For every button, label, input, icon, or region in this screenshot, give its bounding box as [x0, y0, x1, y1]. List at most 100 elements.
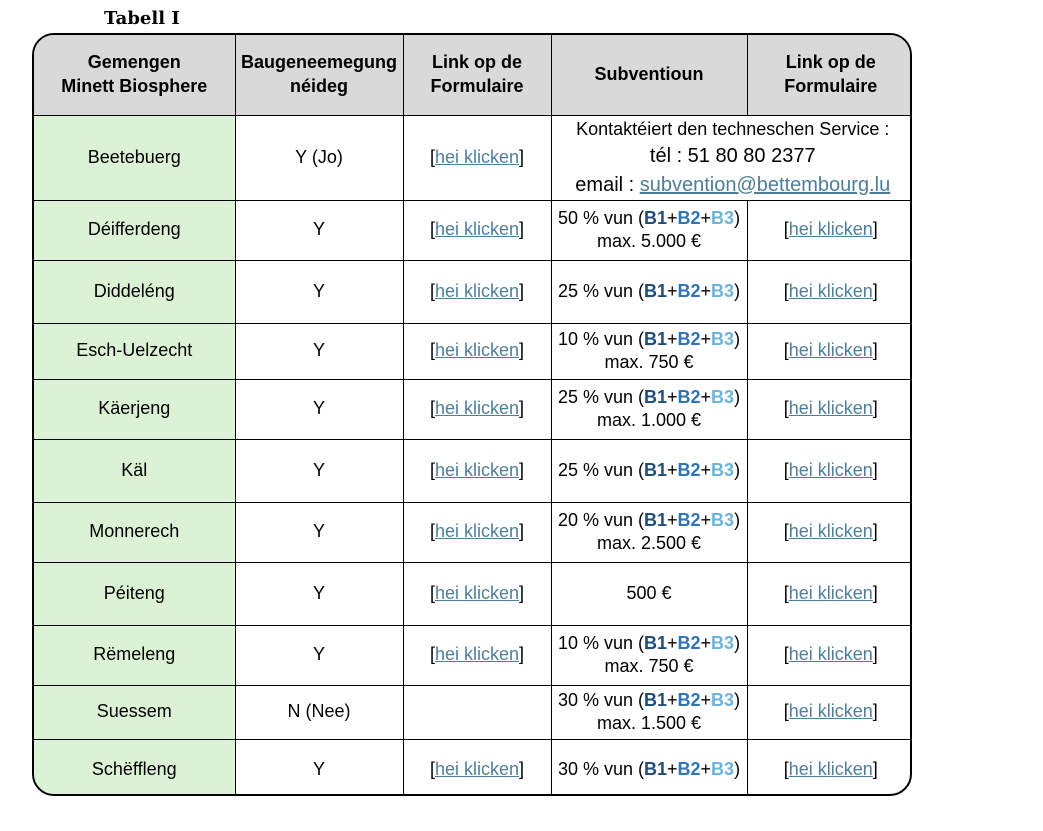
- form-link[interactable]: hei klicken: [434, 582, 520, 603]
- formula-b3: B3: [711, 632, 735, 653]
- formula-b2: B2: [677, 459, 701, 480]
- permit-required: Y (Jo): [234, 114, 404, 201]
- form-link[interactable]: hei klicken: [788, 340, 873, 361]
- subsidy-amount: 10 % vun (B1+B2+B3) max. 750 €: [550, 624, 748, 686]
- form-link[interactable]: hei klicken: [788, 398, 873, 419]
- subsidy-amount: 25 % vun (B1+B2+B3): [550, 259, 748, 324]
- formula-b3: B3: [711, 459, 735, 480]
- contact-email-link[interactable]: subvention@bettembourg.lu: [639, 173, 891, 196]
- subsidy-percent: 30 % vun (: [557, 759, 644, 780]
- subsidy-formula: 25 % vun (B1+B2+B3): [557, 459, 741, 480]
- formula-b1: B1: [643, 386, 667, 407]
- permit-required: Y: [234, 501, 404, 563]
- commune-name: Beetebuerg: [34, 114, 236, 201]
- form-link-cell-2: [hei klicken]: [746, 378, 910, 440]
- form-link[interactable]: hei klicken: [434, 644, 520, 665]
- subsidy-formula: 10 % vun (B1+B2+B3): [557, 632, 741, 653]
- subsidy-formula: 25 % vun (B1+B2+B3): [557, 280, 741, 301]
- table-row: Käerjeng Y [hei klicken] 25 % vun (B1+B2+B3…: [34, 378, 910, 440]
- subsidy-max: max. 5.000 €: [596, 231, 702, 252]
- form-link-cell-1: [hei klicken]: [402, 438, 552, 503]
- table-row: Rëmeleng Y [hei klicken] 10 % vun (B1+B2+B3…: [34, 624, 910, 686]
- subsidy-formula: 50 % vun (B1+B2+B3): [557, 207, 741, 228]
- subsidy-max: max. 1.000 €: [596, 410, 702, 431]
- form-link[interactable]: hei klicken: [434, 280, 520, 301]
- permit-required: N (Nee): [234, 684, 404, 740]
- form-link[interactable]: hei klicken: [788, 521, 873, 542]
- subsidy-max: max. 2.500 €: [596, 533, 702, 554]
- form-link[interactable]: hei klicken: [434, 459, 520, 480]
- formula-b2: B2: [677, 509, 701, 530]
- commune-name: Péiteng: [34, 561, 236, 626]
- subsidy-percent: 25 % vun (: [557, 459, 644, 480]
- formula-b2: B2: [677, 386, 701, 407]
- permit-required: Y: [234, 378, 404, 440]
- form-link-cell-2: [hei klicken]: [746, 624, 910, 686]
- form-link[interactable]: hei klicken: [434, 521, 520, 542]
- form-link-cell-1: [hei klicken]: [402, 199, 552, 261]
- form-link-cell-2: [hei klicken]: [746, 738, 910, 794]
- permit-required: Y: [234, 624, 404, 686]
- form-link[interactable]: hei klicken: [788, 701, 873, 722]
- form-link[interactable]: hei klicken: [788, 280, 873, 301]
- formula-plus: +: [700, 689, 712, 710]
- formula-plus: +: [700, 459, 712, 480]
- header-link-form-1: Link op de Formulaire: [402, 35, 552, 116]
- subsidy-formula: 25 % vun (B1+B2+B3): [557, 386, 741, 407]
- formula-b2: B2: [677, 280, 701, 301]
- form-link-cell-2: [hei klicken]: [746, 322, 910, 380]
- formula-plus: +: [667, 632, 678, 653]
- subsidy-formula: 30 % vun (B1+B2+B3): [557, 689, 741, 710]
- form-link-cell-1: [hei klicken]: [402, 259, 552, 324]
- form-link-cell-1: [hei klicken]: [402, 378, 552, 440]
- formula-b2: B2: [677, 632, 701, 653]
- form-link[interactable]: hei klicken: [788, 644, 873, 665]
- form-link[interactable]: hei klicken: [788, 582, 873, 603]
- formula-b3: B3: [711, 386, 735, 407]
- commune-name: Esch-Uelzecht: [34, 322, 236, 380]
- contact-email-label: email :: [575, 173, 640, 196]
- form-link[interactable]: hei klicken: [434, 398, 520, 419]
- form-link[interactable]: hei klicken: [434, 759, 520, 780]
- formula-b3: B3: [711, 759, 735, 780]
- commune-name: Schëffleng: [34, 738, 236, 794]
- form-link[interactable]: hei klicken: [434, 146, 520, 167]
- form-link-cell-1: [hei klicken]: [402, 738, 552, 794]
- form-link[interactable]: hei klicken: [788, 759, 873, 780]
- form-link[interactable]: hei klicken: [788, 219, 873, 240]
- permit-required: Y: [234, 438, 404, 503]
- form-link-cell-1: [hei klicken]: [402, 322, 552, 380]
- formula-b1: B1: [643, 459, 667, 480]
- formula-plus: +: [667, 207, 678, 228]
- formula-plus: +: [667, 459, 678, 480]
- subsidy-percent: 30 % vun (: [557, 689, 644, 710]
- header-commune: Gemengen Minett Biosphere: [34, 35, 236, 116]
- form-link[interactable]: hei klicken: [434, 340, 520, 361]
- form-link-cell-1: [hei klicken]: [402, 624, 552, 686]
- contact-line: Kontaktéiert den techneschen Service :: [576, 118, 890, 139]
- table-row: Beetebuerg Y (Jo) [hei klicken] Kontaktéier…: [34, 114, 910, 201]
- form-link-cell-2: [hei klicken]: [746, 438, 910, 503]
- form-link[interactable]: hei klicken: [434, 219, 520, 240]
- form-link-cell-1: [hei klicken]: [402, 561, 552, 626]
- formula-plus: +: [667, 328, 678, 349]
- form-link-cell-2: [hei klicken]: [746, 259, 910, 324]
- permit-required: Y: [234, 322, 404, 380]
- formula-b1: B1: [643, 632, 667, 653]
- formula-b2: B2: [677, 328, 701, 349]
- table-caption: Tabell I: [104, 8, 180, 29]
- form-link-cell-2: [hei klicken]: [746, 199, 910, 261]
- subsidy-max: max. 750 €: [604, 656, 694, 677]
- formula-plus: +: [667, 689, 678, 710]
- form-link-cell-2: [hei klicken]: [746, 501, 910, 563]
- subsidy-formula: 30 % vun (B1+B2+B3): [557, 759, 741, 780]
- table-row: Suessem N (Nee) 30 % vun (B1+B2+B3) max. 1.…: [34, 684, 910, 740]
- table-row: Käl Y [hei klicken] 25 % vun (B1+B2+B3) [hei…: [34, 438, 910, 503]
- subsidy-max: max. 1.500 €: [596, 713, 702, 734]
- subsidy-amount: 25 % vun (B1+B2+B3): [550, 438, 748, 503]
- form-link[interactable]: hei klicken: [788, 459, 873, 480]
- formula-plus: +: [700, 280, 712, 301]
- formula-plus: +: [667, 280, 678, 301]
- subsidy-amount: 30 % vun (B1+B2+B3) max. 1.500 €: [550, 684, 748, 740]
- formula-b1: B1: [643, 207, 667, 228]
